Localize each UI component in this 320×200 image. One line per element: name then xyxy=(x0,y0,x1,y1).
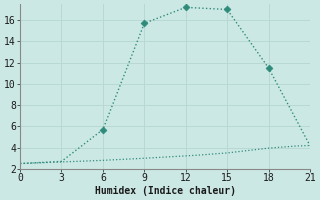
X-axis label: Humidex (Indice chaleur): Humidex (Indice chaleur) xyxy=(94,186,236,196)
